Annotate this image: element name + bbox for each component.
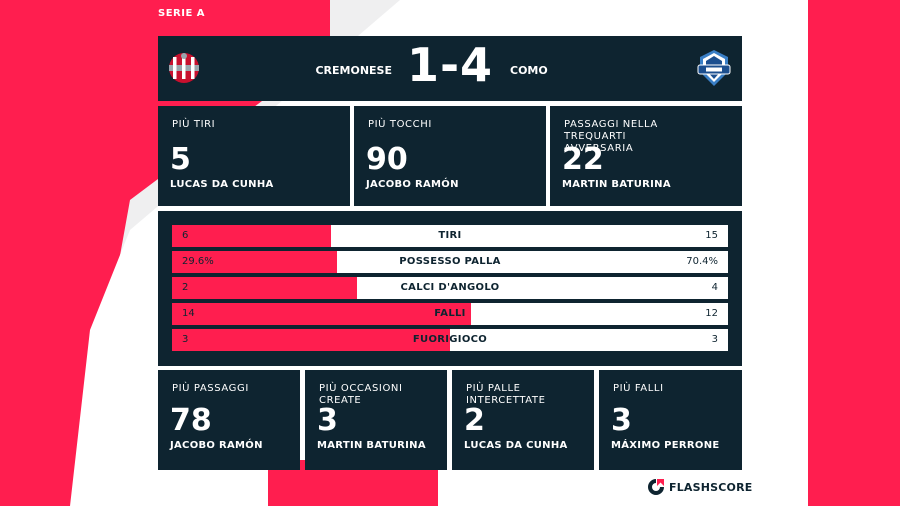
stat-value: 90 [366, 142, 408, 177]
stat-player: MARTIN BATURINA [317, 440, 426, 451]
flashscore-logo-icon [648, 479, 664, 495]
home-team-name: CREMONESE [315, 64, 392, 77]
stat-bar-row: POSSESSO PALLA 29.6% 70.4% [172, 251, 728, 273]
stat-value: 3 [317, 403, 338, 438]
stat-player: JACOBO RAMÓN [170, 440, 263, 451]
stat-bar-label: POSSESSO PALLA [399, 256, 501, 267]
match-header: CREMONESE 1-4 COMO [158, 36, 742, 101]
stat-value: 3 [611, 403, 632, 438]
stat-label: PIÙ FALLI [613, 383, 664, 394]
stat-value: 2 [464, 403, 485, 438]
stat-bar-fill-home [172, 329, 450, 351]
flashscore-brand: FLASHSCORE [647, 478, 753, 496]
stat-bar-home-value: 29.6% [182, 256, 214, 267]
away-team-name: COMO [510, 64, 548, 77]
stat-bar-fill-home [172, 303, 472, 325]
stat-value: 22 [562, 142, 604, 177]
brand-name: FLASHSCORE [669, 480, 753, 494]
stat-label: PIÙ PALLE INTERCETTATE [466, 383, 546, 406]
stat-label: PIÙ TOCCHI [368, 119, 432, 130]
stat-label: PIÙ OCCASIONI CREATE [319, 383, 403, 406]
stat-bar-label: TIRI [438, 230, 462, 241]
stat-bar-home-value: 6 [182, 230, 189, 241]
stat-bar-row: CALCI D'ANGOLO 2 4 [172, 277, 728, 299]
stat-card-most-passes: PIÙ PASSAGGI 78 JACOBO RAMÓN [158, 370, 300, 470]
cremonese-crest-icon [169, 53, 199, 83]
stat-card-most-fouls: PIÙ FALLI 3 MÁXIMO PERRONE [599, 370, 742, 470]
stat-bar-label: CALCI D'ANGOLO [400, 282, 500, 293]
stat-bar-fill-home [172, 251, 337, 273]
stat-bar-home-value: 14 [182, 308, 195, 319]
stat-label: PASSAGGI NELLA TREQUARTI AVVERSARIA [564, 119, 658, 154]
stat-bar-home-value: 2 [182, 282, 189, 293]
stat-bar-label: FALLI [434, 308, 466, 319]
stat-bar-row: FALLI 14 12 [172, 303, 728, 325]
stat-label: PIÙ PASSAGGI [172, 383, 249, 394]
stat-card-most-chances-created: PIÙ OCCASIONI CREATE 3 MARTIN BATURINA [305, 370, 447, 470]
stat-bar-fill-home [172, 277, 358, 299]
stat-bar-away-value: 4 [711, 282, 718, 293]
stat-player: MARTIN BATURINA [562, 179, 671, 190]
stat-bar-row: FUORIGIOCO 3 3 [172, 329, 728, 351]
stat-player: LUCAS DA CUNHA [464, 440, 568, 451]
league-title: SERIE A [158, 8, 206, 19]
stat-card-most-touches: PIÙ TOCCHI 90 JACOBO RAMÓN [354, 106, 546, 206]
stat-label: PIÙ TIRI [172, 119, 216, 130]
stat-card-most-shots: PIÙ TIRI 5 LUCAS DA CUNHA [158, 106, 350, 206]
stat-bar-away-value: 12 [705, 308, 718, 319]
stat-bar-away-value: 3 [711, 334, 718, 345]
stat-card-most-interceptions: PIÙ PALLE INTERCETTATE 2 LUCAS DA CUNHA [452, 370, 594, 470]
stat-bar-away-value: 70.4% [686, 256, 718, 267]
match-score: 1-4 [406, 38, 494, 92]
stat-bar-label: FUORIGIOCO [412, 334, 488, 345]
stat-bar-fill-home [172, 225, 332, 247]
stat-bar-home-value: 3 [182, 334, 189, 345]
stat-value: 78 [170, 403, 212, 438]
stat-bar-row: TIRI 6 15 [172, 225, 728, 247]
stat-player: JACOBO RAMÓN [366, 179, 459, 190]
stat-value: 5 [170, 142, 191, 177]
stat-card-final-third-passes: PASSAGGI NELLA TREQUARTI AVVERSARIA 22 M… [550, 106, 742, 206]
team-stats-panel: TIRI 6 15 POSSESSO PALLA 29.6% 70.4% CAL… [158, 211, 742, 366]
stat-player: LUCAS DA CUNHA [170, 179, 274, 190]
background-red-strip-right [808, 0, 900, 506]
stat-player: MÁXIMO PERRONE [611, 440, 720, 451]
stat-bar-away-value: 15 [705, 230, 718, 241]
como-crest-icon [697, 50, 731, 86]
